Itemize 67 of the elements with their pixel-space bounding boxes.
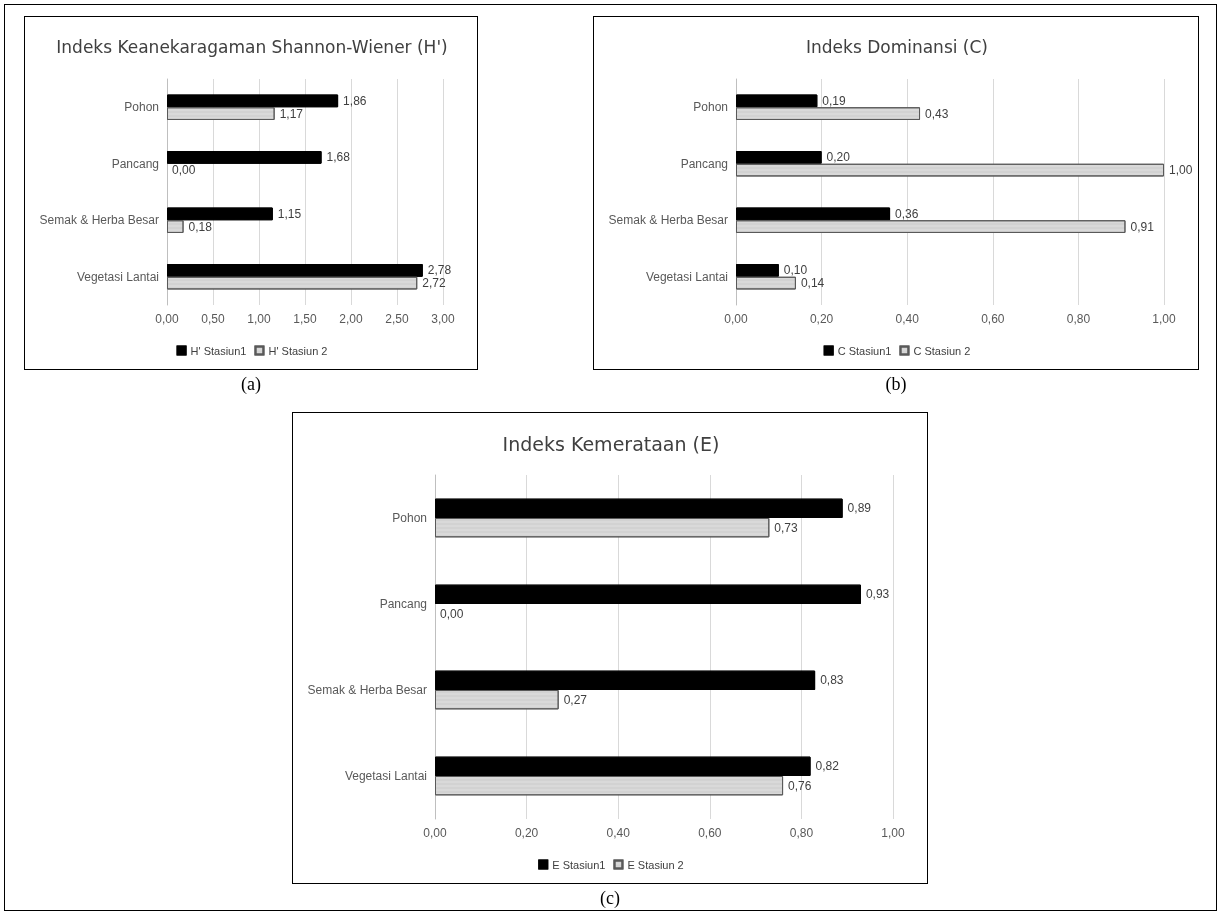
y-tick-label: Semak & Herba Besar (307, 683, 427, 697)
legend-label: H' Stasiun1 (190, 344, 247, 357)
x-tick-label: 2,50 (385, 312, 409, 326)
data-label: 0,43 (925, 106, 949, 121)
data-label: 0,10 (783, 263, 808, 278)
x-tick-label: 1,00 (1152, 312, 1176, 326)
data-label: 0,82 (815, 759, 840, 774)
data-label: 0,83 (820, 673, 844, 688)
x-tick-label: 0,00 (155, 312, 179, 326)
data-label: 2,78 (427, 263, 452, 278)
legend-label: H' Stasiun 2 (268, 344, 328, 357)
data-label: 0,89 (847, 501, 872, 516)
x-tick-label: 1,00 (881, 826, 905, 840)
data-label: 0,19 (822, 93, 846, 108)
data-label: 0,14 (800, 276, 825, 291)
data-label: 0,18 (188, 219, 213, 234)
x-tick-label: 0,80 (1066, 312, 1091, 326)
x-tick-label: 0,00 (724, 312, 748, 326)
y-tick-label: Pohon (693, 100, 728, 115)
chart-title: Indeks Kemerataan (E) (502, 432, 720, 455)
x-tick-label: 2,00 (339, 312, 363, 326)
data-label: 0,27 (563, 692, 588, 707)
data-label: 0,20 (826, 150, 851, 165)
x-tick-label: 0,00 (423, 826, 447, 840)
x-tick-label: 1,50 (293, 312, 317, 326)
data-label: 1,17 (279, 106, 304, 121)
x-tick-label: 0,20 (514, 826, 539, 840)
text: (a) (240, 374, 262, 395)
legend-label: C Stasiun 2 (913, 344, 971, 357)
y-tick-label: Semak & Herba Besar (39, 213, 159, 228)
x-tick-label: 0,60 (981, 312, 1005, 326)
legend-label: E Stasiun 2 (627, 858, 684, 871)
y-tick-label: Pohon (124, 100, 159, 115)
legend-label: C Stasiun1 (837, 344, 892, 357)
data-label: 1,15 (277, 206, 302, 221)
data-label: 1,86 (343, 93, 367, 108)
legend-label: E Stasiun1 (552, 858, 606, 871)
data-label: 2,72 (422, 276, 446, 291)
x-tick-label: 0,80 (789, 826, 814, 840)
y-tick-label: Pohon (392, 511, 427, 525)
data-label: 0,76 (788, 778, 812, 793)
y-tick-label: Vegetasi Lantai (645, 269, 728, 284)
data-label: 0,73 (774, 520, 799, 535)
x-tick-label: 0,20 (809, 312, 834, 326)
data-label: 1,68 (326, 150, 351, 165)
x-tick-label: 0,60 (698, 826, 722, 840)
y-tick-label: Vegetasi Lantai (76, 269, 159, 284)
x-tick-label: 1,00 (247, 312, 271, 326)
x-tick-label: 0,50 (201, 312, 225, 326)
data-label: 0,36 (895, 206, 919, 221)
data-label: 0,91 (1130, 219, 1155, 234)
data-label: 0,00 (172, 163, 196, 178)
y-tick-label: Vegetasi Lantai (344, 769, 427, 783)
y-tick-label: Pancang (680, 156, 728, 171)
x-tick-label: 0,40 (895, 312, 920, 326)
data-label: 0,93 (865, 587, 890, 602)
text: (b) (884, 374, 908, 395)
y-tick-label: Semak & Herba Besar (608, 213, 728, 228)
x-tick-label: 3,00 (431, 312, 455, 326)
x-tick-label: 0,40 (606, 826, 631, 840)
data-label: 0,00 (440, 606, 464, 621)
data-label: 1,00 (1169, 163, 1193, 178)
chart-title: Indeks Dominansi (C) (805, 36, 989, 57)
y-tick-label: Pancang (111, 156, 159, 171)
chart-title: Indeks Keanekaragaman Shannon-Wiener (H') (56, 36, 448, 57)
y-tick-label: Pancang (379, 597, 427, 611)
text: (c) (599, 888, 621, 909)
